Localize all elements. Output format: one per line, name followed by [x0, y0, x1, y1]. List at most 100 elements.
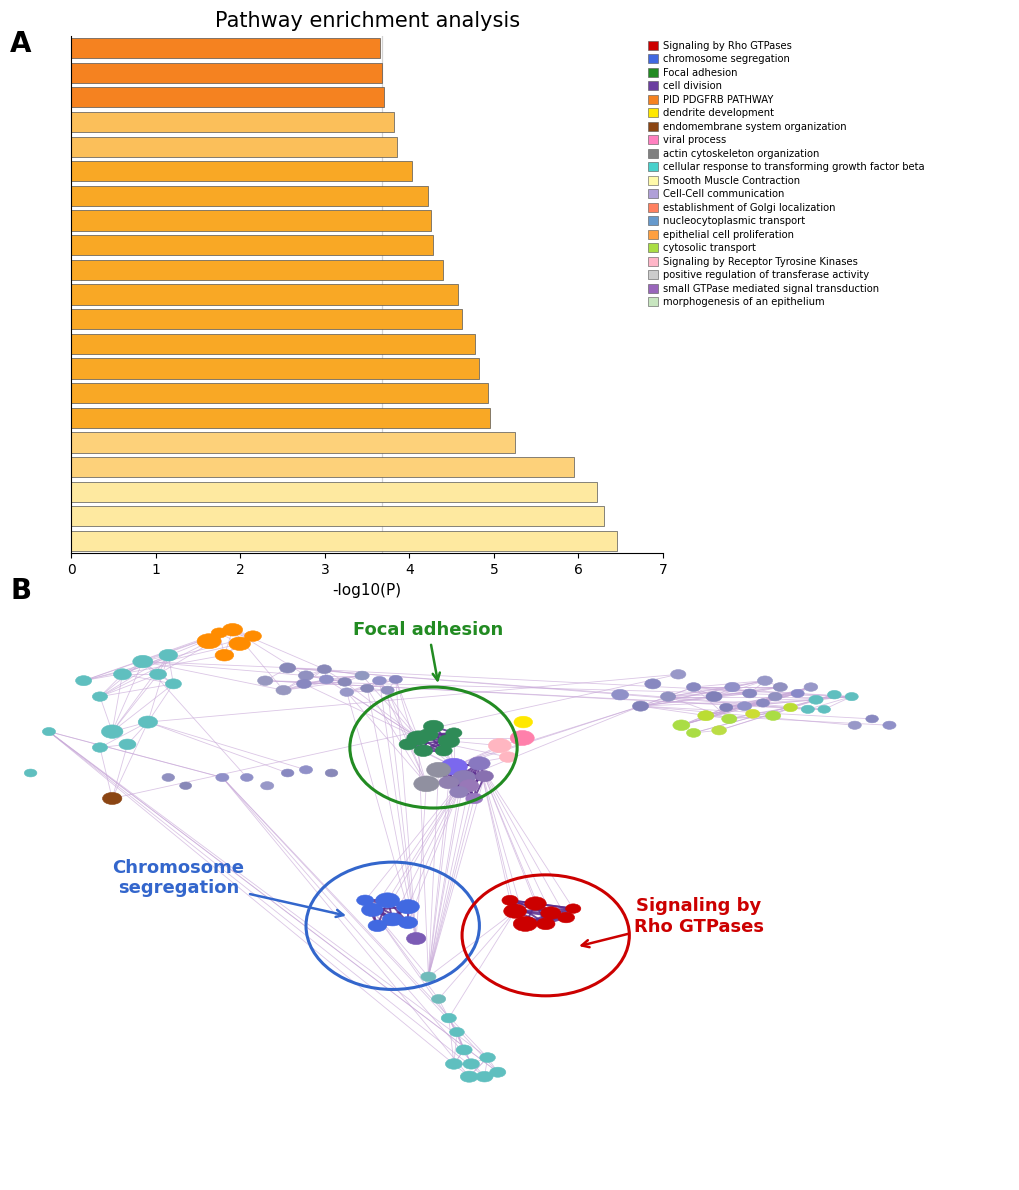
- Circle shape: [276, 685, 290, 695]
- Circle shape: [742, 689, 756, 697]
- Circle shape: [281, 769, 293, 777]
- Circle shape: [463, 1059, 479, 1069]
- Circle shape: [162, 774, 174, 782]
- Circle shape: [756, 699, 768, 707]
- Circle shape: [772, 683, 787, 691]
- Circle shape: [215, 650, 233, 660]
- Circle shape: [43, 727, 55, 735]
- Circle shape: [757, 676, 771, 685]
- Circle shape: [382, 913, 403, 926]
- Circle shape: [165, 678, 181, 689]
- Circle shape: [711, 726, 726, 735]
- Circle shape: [138, 716, 158, 728]
- Circle shape: [159, 650, 177, 660]
- Bar: [71, 137, 396, 157]
- Circle shape: [737, 702, 751, 710]
- Legend: Signaling by Rho GTPases, chromosome segregation, Focal adhesion, cell division,: Signaling by Rho GTPases, chromosome seg…: [647, 40, 923, 307]
- Circle shape: [767, 693, 782, 701]
- Circle shape: [361, 684, 373, 693]
- Circle shape: [258, 676, 272, 685]
- Circle shape: [445, 728, 462, 738]
- Text: Signaling by
Rho GTPases: Signaling by Rho GTPases: [581, 897, 763, 947]
- Circle shape: [414, 776, 438, 791]
- Circle shape: [882, 721, 895, 729]
- Circle shape: [510, 731, 534, 745]
- Bar: [71, 63, 382, 83]
- Circle shape: [197, 634, 221, 649]
- Bar: [71, 284, 458, 305]
- Circle shape: [499, 752, 516, 763]
- Circle shape: [536, 917, 554, 929]
- Circle shape: [524, 897, 546, 910]
- Circle shape: [75, 676, 92, 685]
- Circle shape: [848, 721, 860, 729]
- Circle shape: [222, 624, 243, 635]
- Circle shape: [102, 793, 122, 804]
- Bar: [71, 432, 515, 452]
- Circle shape: [245, 631, 261, 641]
- Circle shape: [357, 895, 373, 906]
- Circle shape: [216, 774, 228, 782]
- Circle shape: [440, 758, 467, 775]
- Circle shape: [150, 669, 166, 679]
- Circle shape: [211, 628, 227, 638]
- Circle shape: [24, 769, 37, 777]
- Circle shape: [488, 739, 511, 753]
- Circle shape: [423, 720, 443, 733]
- Bar: [71, 87, 384, 107]
- Circle shape: [414, 745, 432, 757]
- Circle shape: [132, 656, 153, 668]
- Circle shape: [317, 665, 331, 674]
- Bar: [71, 309, 462, 330]
- Circle shape: [93, 743, 107, 752]
- Bar: [71, 506, 603, 526]
- Circle shape: [426, 763, 450, 777]
- Circle shape: [557, 913, 574, 922]
- Circle shape: [644, 678, 660, 689]
- Circle shape: [435, 745, 451, 756]
- Circle shape: [455, 1045, 472, 1056]
- Bar: [71, 186, 428, 206]
- Circle shape: [375, 892, 399, 908]
- Circle shape: [452, 770, 475, 784]
- Circle shape: [540, 907, 560, 920]
- Circle shape: [397, 916, 418, 928]
- Circle shape: [686, 728, 700, 738]
- Circle shape: [441, 1014, 455, 1023]
- Circle shape: [686, 683, 700, 691]
- Circle shape: [339, 688, 354, 696]
- Circle shape: [355, 671, 369, 679]
- Text: A: A: [10, 30, 32, 58]
- Bar: [71, 333, 475, 353]
- Text: B: B: [10, 577, 32, 606]
- Circle shape: [865, 715, 877, 722]
- Circle shape: [826, 690, 841, 699]
- Circle shape: [719, 703, 732, 712]
- Bar: [71, 161, 412, 181]
- Circle shape: [460, 1071, 478, 1082]
- Circle shape: [765, 710, 780, 720]
- Circle shape: [445, 1059, 462, 1070]
- Circle shape: [475, 771, 493, 782]
- Circle shape: [431, 995, 445, 1003]
- Circle shape: [611, 689, 628, 700]
- Circle shape: [406, 933, 426, 945]
- Circle shape: [361, 903, 383, 916]
- Circle shape: [337, 677, 352, 687]
- Circle shape: [113, 669, 131, 679]
- Circle shape: [449, 787, 468, 798]
- Circle shape: [697, 710, 713, 721]
- Text: Chromosome
segregation: Chromosome segregation: [112, 859, 343, 917]
- Circle shape: [396, 900, 419, 914]
- Bar: [71, 259, 443, 280]
- Bar: [71, 408, 489, 428]
- Circle shape: [745, 709, 759, 719]
- Circle shape: [261, 782, 273, 790]
- Circle shape: [459, 779, 479, 791]
- Circle shape: [398, 739, 417, 750]
- Circle shape: [501, 895, 518, 906]
- Circle shape: [438, 776, 459, 789]
- Circle shape: [721, 714, 736, 724]
- Bar: [71, 38, 379, 58]
- Circle shape: [228, 637, 251, 651]
